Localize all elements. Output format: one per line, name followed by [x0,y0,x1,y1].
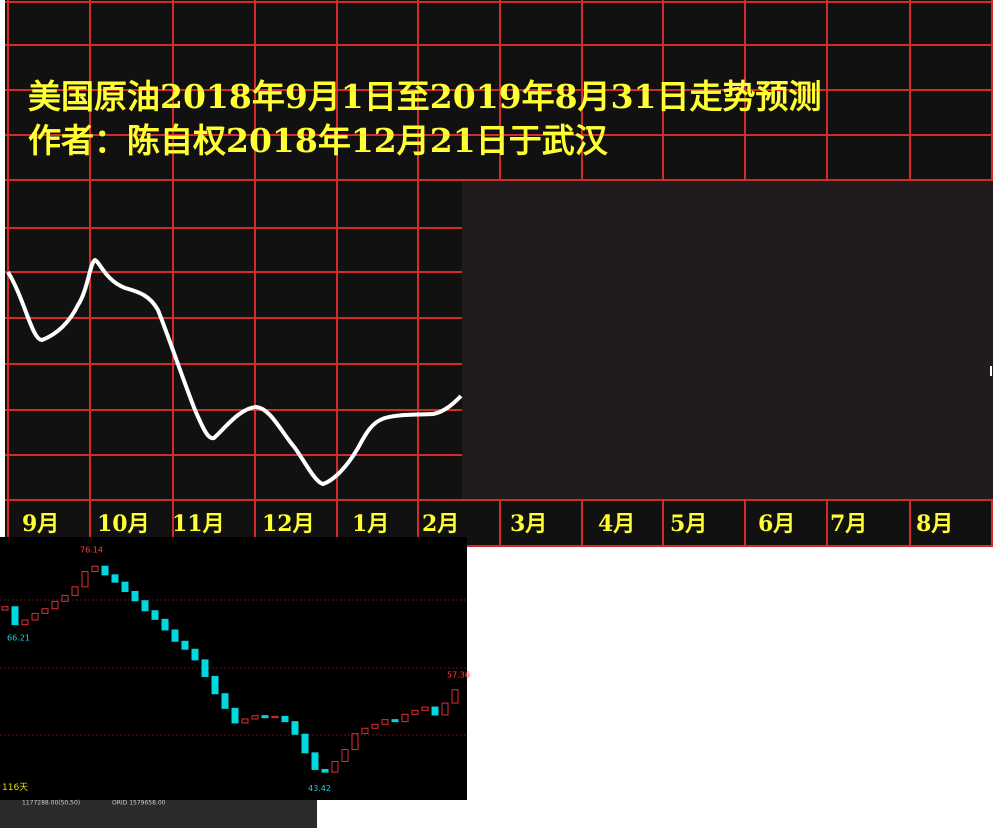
forecast-subtitle: 作者：陈自权2018年12月21日于武汉 [28,121,609,160]
candle-body [11,606,19,626]
candle-body [351,733,359,751]
candle-body [381,719,389,725]
month-label: 10月 [97,511,150,537]
candle-body [441,702,449,716]
month-label: 12月 [262,511,315,537]
candle-body [41,608,49,614]
candle-body [321,768,329,773]
month-label: 6月 [758,511,795,537]
candle-body [271,715,279,719]
month-label: 8月 [916,511,953,537]
candle-body [231,707,239,724]
month-label: 7月 [830,511,867,537]
candle-body [261,715,269,719]
candle-body [171,629,179,642]
candle-body [111,574,119,583]
candle-body [361,727,369,735]
candle-body [91,565,99,573]
candle-body [181,640,189,650]
candles: 76.14 66.21 57.36 43.42 [1,546,470,793]
candle-body [71,586,79,596]
candle-body [141,600,149,612]
candle-body [101,565,109,576]
forecast-line [6,257,463,487]
candle-body [191,648,199,661]
candle-body [451,689,459,704]
candle-body [21,619,29,626]
candle-guides [0,599,467,736]
candle-body [421,706,429,711]
month-label: 5月 [670,511,707,537]
footer-text: 1177288.00(50,50) [22,800,80,807]
candle-body [131,590,139,602]
candle-body [121,581,129,592]
price-label: 43.42 [308,784,331,793]
candle-body [51,600,59,610]
forecast-title: 美国原油2018年9月1日至2019年8月31日走势预测 [28,77,822,116]
candle-body [61,594,69,602]
candle-body [411,709,419,715]
candle-body [311,752,319,770]
period-label: 116天 [2,783,28,793]
candle-body [371,723,379,729]
price-label: 76.14 [80,546,103,555]
candle-body [241,718,249,724]
candle-body [291,721,299,735]
price-label: 57.36 [447,670,470,679]
candle-body [1,606,9,611]
month-label: 1月 [352,511,389,537]
month-label: 11月 [172,511,225,537]
candle-body [251,715,259,720]
footer-strip [0,800,317,828]
candle-body [331,760,339,773]
candle-body [301,733,309,754]
candle-body [201,659,209,677]
candle-body [391,719,399,723]
candle-body [31,612,39,621]
footer-text: ORID 1579658.00 [112,800,166,807]
month-labels: 9月 10月 11月 12月 1月 2月 3月 4月 5月 6月 7月 8月 [22,511,953,537]
overlay-panel [462,181,993,499]
month-label: 2月 [422,511,459,537]
candle-body [221,693,229,709]
candle-body [341,749,349,762]
candle-body [431,706,439,716]
candle-body [281,715,289,723]
month-label: 9月 [22,511,59,537]
candle-body [161,618,169,631]
candle-body [401,713,409,723]
candle-body [151,610,159,620]
month-label: 3月 [510,511,547,537]
month-label: 4月 [598,511,635,537]
candle-body [81,571,89,588]
candle-body [211,675,219,695]
price-label: 66.21 [7,634,30,643]
